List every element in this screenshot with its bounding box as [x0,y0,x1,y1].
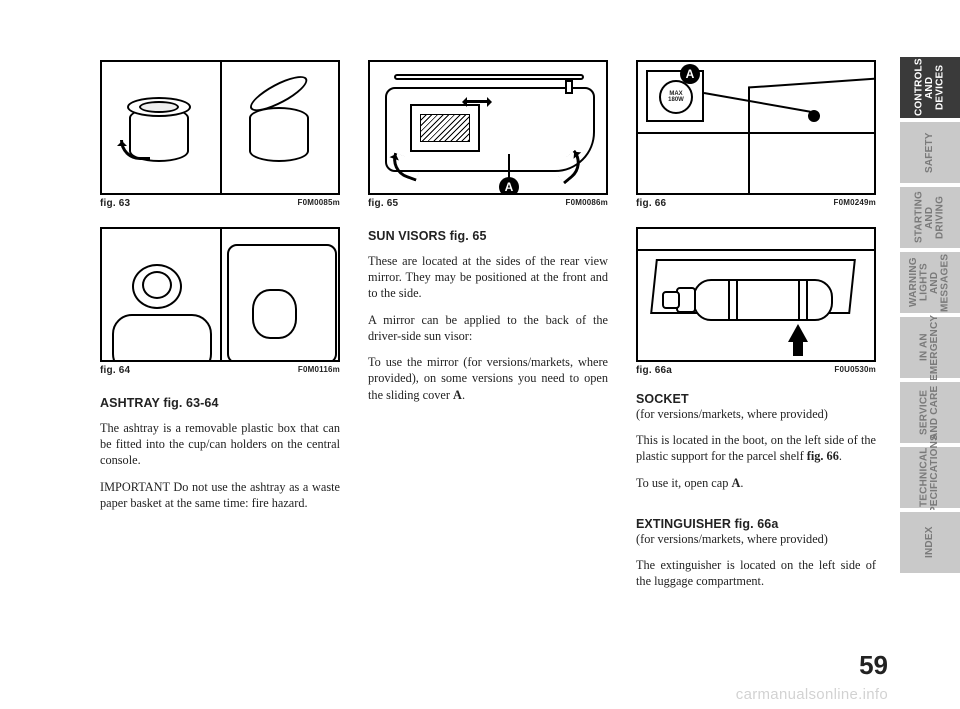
figure-66a-code: F0U0530m [834,365,876,376]
callout-a-fig65: A [499,177,519,195]
tab-technical-specs[interactable]: TECHNICAL SPECIFICATIONS [900,445,960,510]
figure-66: MAX 180W A [636,60,876,195]
figure-66a [636,227,876,362]
socket-p2: To use it, open cap A. [636,475,876,491]
socket-p1: This is located in the boot, on the left… [636,432,876,464]
page-content: fig. 63 F0M0085m fig. 64 F0M0116m ASHTRA… [0,0,875,709]
figure-63-caption: fig. 63 F0M0085m [100,198,340,209]
sunvisors-p3: To use the mirror (for versions/markets,… [368,354,608,403]
content-columns: fig. 63 F0M0085m fig. 64 F0M0116m ASHTRA… [100,60,875,600]
figure-65-caption: fig. 65 F0M0086m [368,198,608,209]
sunvisors-heading: SUN VISORS fig. 65 [368,229,608,243]
tab-emergency[interactable]: IN AN EMERGENCY [900,315,960,380]
section-tabs: CONTROLS AND DEVICES SAFETY STARTING AND… [900,55,960,575]
callout-a-fig66: A [680,64,700,84]
socket-heading: SOCKET [636,392,876,406]
extinguisher-subline: (for versions/markets, where provided) [636,531,876,547]
tab-safety[interactable]: SAFETY [900,120,960,185]
watermark: carmanualsonline.info [736,686,888,703]
tab-controls-devices[interactable]: CONTROLS AND DEVICES [900,55,960,120]
figure-63-label: fig. 63 [100,198,130,209]
socket-subline: (for versions/markets, where provided) [636,406,876,422]
column-1: fig. 63 F0M0085m fig. 64 F0M0116m ASHTRA… [100,60,340,600]
figure-66-label: fig. 66 [636,198,666,209]
figure-65-code: F0M0086m [565,198,608,209]
ashtray-heading: ASHTRAY fig. 63-64 [100,396,340,410]
column-3: MAX 180W A fig. 66 F0M0249m [636,60,876,600]
figure-64 [100,227,340,362]
page-number: 59 [859,650,888,681]
sunvisors-p2: A mirror can be applied to the back of t… [368,312,608,344]
figure-64-code: F0M0116m [298,365,340,376]
extinguisher-p1: The extinguisher is located on the left … [636,557,876,589]
ashtray-p1: The ashtray is a removable plastic box t… [100,420,340,469]
figure-64-caption: fig. 64 F0M0116m [100,365,340,376]
figure-66a-label: fig. 66a [636,365,672,376]
figure-66a-caption: fig. 66a F0U0530m [636,365,876,376]
figure-65: A [368,60,608,195]
socket-cap-icon: MAX 180W [659,80,693,114]
figure-66-caption: fig. 66 F0M0249m [636,198,876,209]
extinguisher-heading: EXTINGUISHER fig. 66a [636,517,876,531]
figure-65-label: fig. 65 [368,198,398,209]
sunvisors-p1: These are located at the sides of the re… [368,253,608,302]
column-2: A fig. 65 F0M0086m SUN VISORS fig. 65 Th… [368,60,608,600]
ashtray-p2: IMPORTANT Do not use the ashtray as a wa… [100,479,340,511]
tab-starting-driving[interactable]: STARTING AND DRIVING [900,185,960,250]
figure-63 [100,60,340,195]
figure-64-label: fig. 64 [100,365,130,376]
tab-warning-lights[interactable]: WARNING LIGHTS AND MESSAGES [900,250,960,315]
figure-63-code: F0M0085m [297,198,340,209]
tab-index[interactable]: INDEX [900,510,960,575]
figure-66-code: F0M0249m [833,198,876,209]
